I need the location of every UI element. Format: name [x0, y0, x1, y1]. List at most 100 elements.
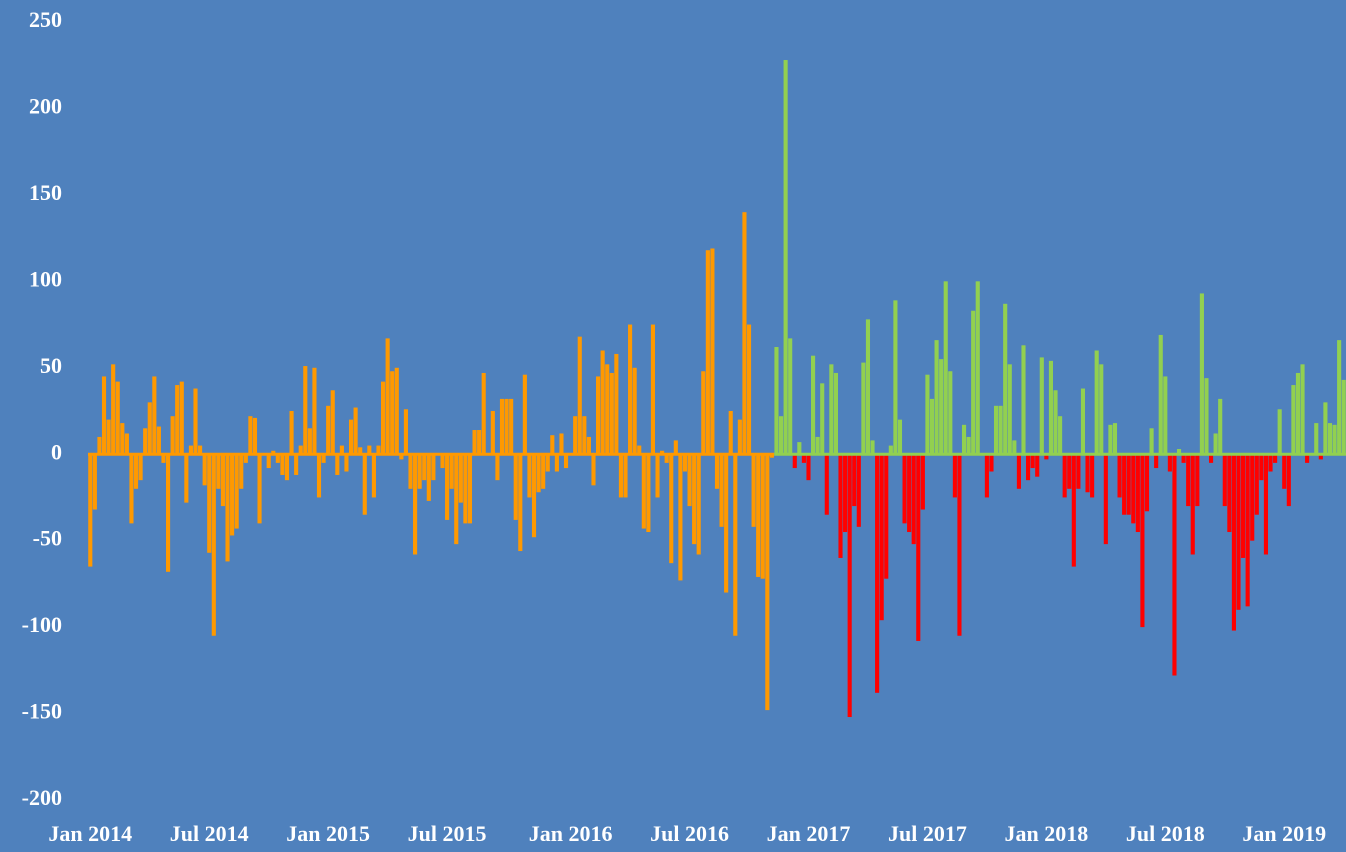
bar — [1058, 416, 1063, 455]
bar — [1236, 454, 1241, 610]
bar — [316, 454, 322, 498]
bar — [390, 371, 395, 455]
bar — [989, 454, 994, 472]
bar — [280, 454, 285, 475]
bar — [294, 454, 299, 475]
bar — [1337, 340, 1342, 455]
bar — [765, 454, 770, 711]
bar — [609, 372, 614, 455]
bar — [1277, 409, 1282, 455]
bar — [939, 359, 944, 455]
bar — [161, 454, 166, 463]
bar — [769, 454, 774, 458]
bar — [147, 402, 152, 455]
bar — [1199, 293, 1204, 455]
bar — [490, 411, 495, 455]
bar — [655, 454, 660, 498]
bar — [330, 390, 335, 455]
y-tick-label: 100 — [29, 266, 62, 291]
bar — [756, 454, 761, 577]
bar — [1007, 364, 1012, 455]
bar — [97, 436, 102, 455]
bar — [1149, 428, 1154, 455]
bar — [1044, 454, 1049, 460]
bar — [943, 281, 948, 455]
bar — [1135, 454, 1140, 533]
bar — [298, 445, 303, 455]
bar — [1026, 454, 1031, 481]
bar — [1167, 454, 1172, 472]
bar — [1021, 345, 1026, 455]
bar — [865, 319, 871, 455]
bar — [513, 454, 518, 520]
bar — [847, 454, 852, 718]
bar — [220, 454, 226, 507]
bar — [230, 454, 235, 536]
bar — [728, 411, 733, 455]
bar — [165, 454, 171, 572]
bar — [371, 454, 376, 498]
bar — [875, 454, 880, 693]
bar — [1030, 454, 1035, 469]
bar — [1186, 454, 1191, 507]
bar — [563, 454, 569, 469]
bar — [559, 433, 564, 455]
bar — [1341, 379, 1346, 455]
bar — [714, 454, 720, 489]
bar — [458, 454, 463, 503]
bar — [884, 454, 889, 579]
bar — [737, 419, 742, 455]
y-tick-label: -50 — [33, 526, 62, 551]
bar — [971, 310, 976, 455]
bar — [605, 364, 610, 455]
bar — [1254, 454, 1259, 515]
bar — [152, 376, 157, 455]
bar — [778, 416, 784, 455]
bar — [586, 436, 591, 455]
bar — [234, 454, 239, 529]
bar — [687, 454, 692, 507]
bar — [408, 454, 413, 489]
bar — [948, 371, 953, 455]
bar — [184, 454, 189, 503]
y-tick-label: -200 — [22, 785, 62, 810]
bar — [1231, 454, 1236, 631]
bar — [879, 454, 884, 621]
bar — [1227, 454, 1232, 533]
bar — [1286, 454, 1291, 507]
bar — [417, 454, 422, 489]
bar — [481, 372, 486, 455]
bar — [751, 454, 756, 527]
bar — [1112, 423, 1118, 455]
bar — [1172, 454, 1177, 676]
bar — [431, 454, 436, 481]
bar — [618, 454, 623, 498]
x-tick-label: Jan 2019 — [1242, 821, 1326, 846]
bar — [495, 454, 500, 481]
bar — [1259, 454, 1264, 481]
bar — [843, 454, 848, 533]
bar — [1204, 378, 1209, 455]
bar — [929, 398, 935, 455]
bar — [1245, 454, 1250, 607]
bar — [1213, 433, 1218, 455]
bar — [536, 454, 541, 493]
bar — [1181, 454, 1186, 463]
bar — [445, 454, 450, 520]
bar — [705, 250, 710, 455]
bar — [111, 364, 116, 455]
bar — [760, 454, 765, 579]
bar — [202, 454, 207, 486]
bar — [614, 353, 619, 455]
bar — [1263, 454, 1269, 555]
bar — [175, 385, 180, 455]
bar — [1305, 454, 1310, 463]
bar — [1195, 454, 1200, 507]
bar — [321, 454, 326, 463]
bar — [275, 454, 280, 463]
bar — [1012, 440, 1017, 455]
bar — [1144, 454, 1150, 512]
bar — [358, 447, 363, 455]
bar — [856, 454, 861, 527]
